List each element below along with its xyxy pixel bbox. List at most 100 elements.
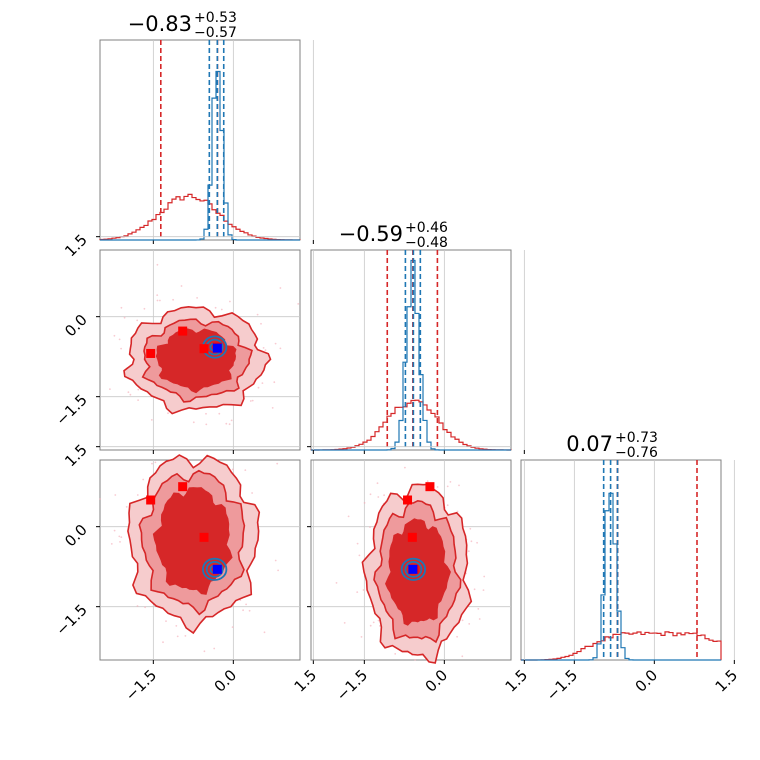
sample-point: [279, 347, 282, 350]
sample-point: [143, 307, 146, 310]
blue-contour-level-2: [404, 560, 423, 578]
sample-point: [362, 589, 365, 591]
blue-contour-level-1: [400, 557, 427, 581]
sample-point: [469, 527, 472, 530]
blue-histogram-2: [311, 259, 511, 451]
sample-point: [482, 589, 485, 591]
sample-point: [257, 386, 260, 389]
sample-point: [436, 486, 439, 488]
sample-point: [114, 494, 117, 496]
sample-point: [467, 550, 470, 553]
contour-group-3-1: [99, 454, 279, 653]
sample-point: [297, 303, 300, 305]
sample-point: [276, 462, 279, 465]
sample-point: [225, 422, 228, 425]
sample-point: [150, 419, 153, 421]
sample-point: [372, 621, 375, 624]
sample-point: [156, 263, 159, 266]
sample-point: [119, 541, 121, 543]
sample-point: [125, 506, 128, 508]
sample-point: [110, 543, 113, 545]
sample-point: [274, 559, 277, 562]
sample-point: [167, 412, 169, 415]
sample-point: [414, 659, 416, 661]
sample-point: [196, 297, 199, 299]
blue-marker: [408, 564, 418, 574]
hist-panel-1-frame: [99, 39, 301, 241]
sample-point: [136, 605, 139, 607]
panel-title-1: −0.83 +0.53−0.57: [128, 10, 237, 41]
title-plus: +0.53: [194, 10, 237, 26]
sample-point: [273, 381, 276, 384]
sample-point: [343, 622, 346, 624]
sample-point: [262, 347, 265, 349]
sample-point: [205, 423, 208, 426]
red-marker: [146, 348, 156, 358]
y-tick-label: 1.5: [61, 231, 91, 261]
sample-point: [369, 624, 372, 627]
red-marker: [199, 532, 209, 542]
sample-point: [220, 308, 223, 311]
sample-point: [137, 399, 140, 401]
sample-point: [176, 635, 179, 638]
sample-point: [99, 498, 101, 500]
sample-point: [483, 575, 486, 578]
title-value: 0.07: [566, 432, 613, 456]
sample-point: [260, 322, 262, 325]
sample-point: [231, 468, 234, 471]
red-marker: [199, 344, 209, 354]
sample-point: [205, 412, 207, 415]
red-marker: [178, 482, 188, 492]
sample-point: [363, 502, 366, 504]
sample-point: [256, 313, 259, 316]
sample-point: [123, 316, 126, 319]
sample-point: [142, 478, 145, 481]
sample-point: [261, 382, 264, 384]
sample-point: [274, 342, 277, 345]
sample-point: [214, 306, 217, 309]
sample-point: [279, 287, 282, 289]
sample-point: [377, 619, 380, 622]
panel-title-3: 0.07 +0.73−0.76: [566, 430, 658, 461]
sample-point: [218, 412, 221, 415]
sample-point: [172, 298, 175, 301]
sample-point: [118, 338, 121, 341]
sample-point: [213, 647, 216, 650]
sample-point: [404, 466, 406, 469]
sample-point: [229, 300, 231, 303]
sample-point: [478, 618, 481, 620]
x-tick-label: −1.5: [333, 666, 371, 704]
sample-point: [477, 608, 480, 610]
sample-point: [129, 393, 132, 396]
contour-panel-3-2-frame: [310, 459, 512, 661]
sample-point: [231, 626, 234, 628]
title-value: −0.83: [128, 12, 192, 36]
y-tick-label: 0.0: [61, 521, 91, 551]
sample-point: [120, 347, 122, 350]
blue-marker: [212, 343, 222, 353]
x-tick-label: 0.0: [211, 666, 241, 696]
y-tick-label: 1.5: [61, 441, 91, 471]
red-contour-level-3: [152, 487, 233, 595]
sample-point: [426, 480, 429, 483]
sample-point: [203, 650, 206, 653]
sample-point: [113, 334, 116, 337]
blue-histogram-1: [100, 70, 300, 241]
sample-point: [468, 623, 471, 625]
sample-point: [175, 625, 178, 627]
sample-point: [230, 419, 233, 422]
sample-point: [369, 526, 371, 528]
sample-point: [136, 494, 139, 496]
blue-histogram-3: [521, 492, 721, 661]
sample-point: [461, 655, 464, 658]
sample-point: [162, 641, 164, 644]
sample-point: [136, 319, 139, 322]
title-value: −0.59: [339, 222, 403, 246]
y-tick-label: −1.5: [52, 601, 90, 639]
sample-point: [476, 541, 478, 544]
sample-point: [144, 606, 147, 609]
sample-point: [358, 554, 361, 557]
title-minus: −0.48: [405, 235, 448, 251]
sample-point: [458, 484, 460, 487]
sample-point: [461, 619, 464, 622]
